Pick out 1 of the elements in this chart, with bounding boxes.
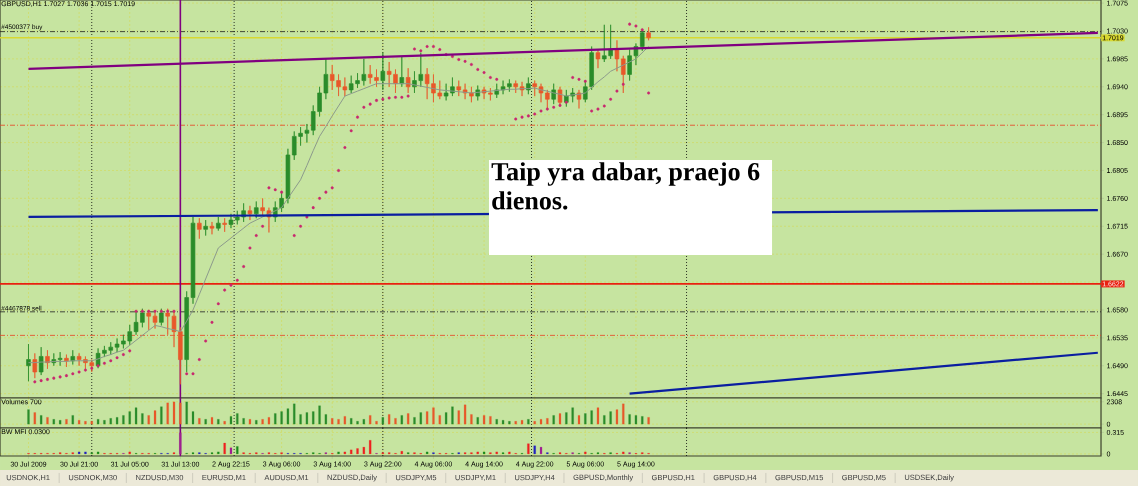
annotation: Taip yra dabar, praejo 6 dienos. (491, 162, 760, 210)
